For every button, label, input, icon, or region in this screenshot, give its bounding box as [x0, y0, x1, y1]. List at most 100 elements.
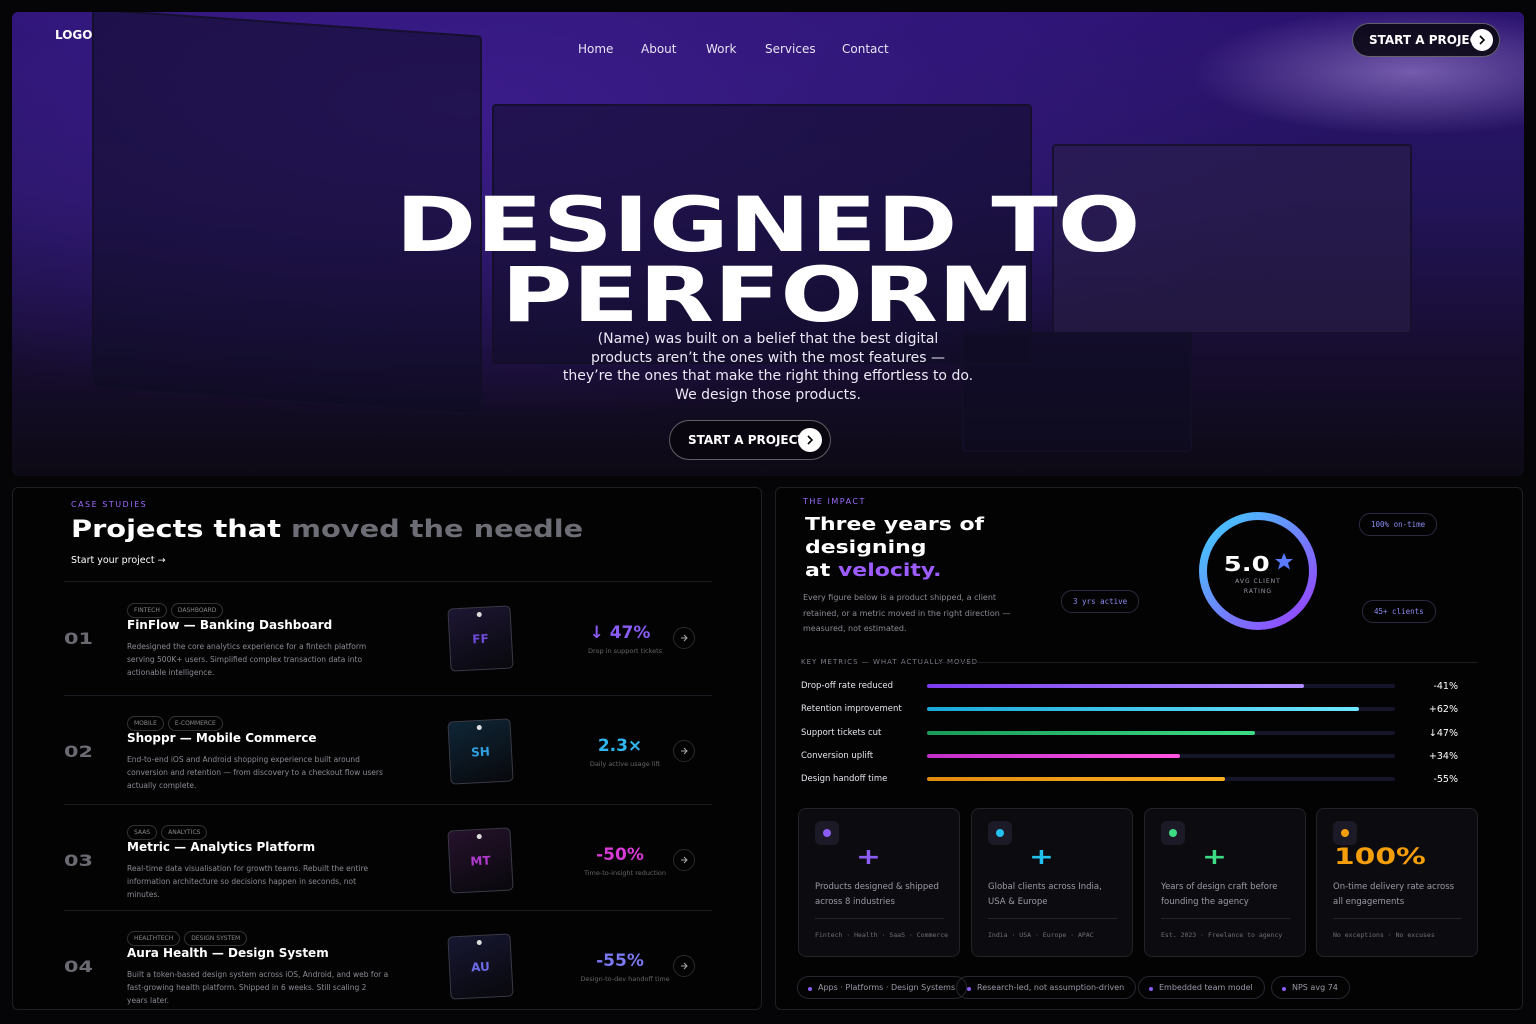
metric-bar	[927, 753, 1180, 758]
metric-label: Drop-off rate reduced	[801, 681, 894, 691]
tags: HEALTHTECH DESIGN SYSTEM	[127, 925, 251, 946]
stat-icon	[1333, 821, 1357, 845]
pill: Embedded team model	[1138, 976, 1265, 999]
stat-description: Global clients across India, USA & Europ…	[988, 882, 1102, 907]
stat-icon	[988, 821, 1012, 845]
project-number: 02	[64, 742, 93, 761]
deco-monitor	[492, 104, 1032, 364]
logo[interactable]: LOGO	[55, 28, 93, 42]
nav-link[interactable]: About	[641, 42, 677, 56]
metric-value: +34%	[1428, 750, 1458, 762]
metric-track	[927, 753, 1395, 758]
rating-caption: AVG CLIENT RATING	[1235, 578, 1281, 595]
project-name[interactable]: FinFlow — Banking Dashboard	[127, 618, 333, 632]
project-arrow[interactable]	[673, 955, 695, 977]
tag: SAAS	[127, 825, 158, 840]
arrow-icon	[681, 962, 688, 970]
project-name[interactable]: Aura Health — Design System	[127, 946, 329, 960]
tag: MOBILE	[127, 716, 164, 731]
project-metric: -50%	[596, 845, 644, 865]
hero: LOGO Home About Work Services Contact START …	[12, 12, 1524, 476]
icon-dot	[1169, 829, 1177, 837]
metric-value: -55%	[1433, 774, 1458, 786]
project-arrow[interactable]	[673, 740, 695, 762]
project-thumb: MT	[447, 827, 514, 894]
hero-body-line: they’re the ones that make the right thi…	[562, 368, 974, 384]
project-thumb: FF	[447, 605, 514, 672]
tag: DASHBOARD	[170, 603, 224, 618]
stat-description: On-time delivery rate across all engagem…	[1333, 882, 1455, 907]
badge: 100% on-time	[1359, 513, 1438, 536]
stat-value: +	[1029, 845, 1054, 870]
hero-cta[interactable]: START A PROJECT	[669, 420, 831, 460]
stat-description: Products designed & shipped across 8 ind…	[815, 882, 939, 907]
stat-footer: No exceptions · No excuses	[1333, 931, 1435, 939]
project-number: 04	[64, 957, 93, 976]
metric-track	[927, 707, 1395, 712]
icon-dot	[1341, 829, 1349, 837]
tag: HEALTHTECH	[127, 931, 181, 946]
hero-body-line: (Name) was built on a belief that the be…	[597, 331, 939, 347]
nav-link[interactable]: Home	[578, 42, 614, 56]
metric-track	[927, 684, 1395, 688]
divider	[988, 918, 1117, 919]
tags: SAAS ANALYTICS	[127, 819, 211, 840]
cta-button[interactable]: START A PROJECT	[1352, 23, 1500, 57]
project-thumb: AU	[447, 933, 514, 1000]
tags: MOBILE E-COMMERCE	[127, 710, 227, 731]
title-line: at	[805, 560, 831, 581]
divider	[815, 918, 944, 919]
project-name[interactable]: Shoppr — Mobile Commerce	[127, 731, 317, 745]
stat-footer: Est. 2023 · Freelance to agency	[1161, 931, 1283, 939]
hero-title-line: DESIGNED TO	[395, 180, 1141, 269]
metric-label: Conversion uplift	[801, 750, 874, 761]
eyebrow: THE IMPACT	[803, 497, 866, 506]
metric-value: ↓47%	[1428, 727, 1458, 739]
metric-label: Support tickets cut	[801, 727, 882, 738]
divider	[1161, 918, 1290, 919]
stat-footer: India · USA · Europe · APAC	[988, 931, 1094, 939]
icon-dot	[823, 829, 831, 837]
arrow-icon	[681, 856, 688, 864]
metric-value: +62%	[1428, 704, 1458, 716]
metric-label: Retention improvement	[801, 704, 902, 715]
badge: 3 yrs active	[1061, 590, 1140, 613]
cta-label: START A PROJECT	[688, 433, 806, 447]
divider	[64, 910, 712, 911]
project-metric: ↓ 47%	[589, 623, 651, 643]
stat-value: +	[856, 845, 881, 870]
metric-caption: Design-to-dev handoff time	[580, 975, 670, 983]
stat-value: +	[1202, 845, 1227, 870]
project-description: Built a token-based design system across…	[127, 970, 389, 1005]
stat-value: 100%	[1334, 845, 1426, 870]
metric-track	[927, 730, 1395, 735]
title-line: Three years of	[805, 514, 985, 535]
stat-description: Years of design craft before founding th…	[1161, 882, 1278, 907]
metric-bar	[927, 684, 1304, 688]
metric-track	[927, 777, 1395, 782]
project-description: Real-time data visualisation for growth …	[127, 864, 369, 899]
rating-ring	[1199, 512, 1317, 630]
tag: E-COMMERCE	[167, 716, 223, 731]
link[interactable]: Start your project →	[71, 555, 166, 566]
hero-body-line: We design those products.	[675, 386, 861, 403]
title-accent: velocity.	[837, 560, 942, 581]
nav-link[interactable]: Services	[765, 42, 816, 56]
deco-laptop	[962, 332, 1192, 452]
project-arrow[interactable]	[673, 627, 695, 649]
metric-bar	[927, 707, 1359, 712]
arrow-icon	[681, 634, 688, 642]
project-description: End-to-end iOS and Android shopping expe…	[127, 755, 383, 790]
hero-body: (Name) was built on a belief that the be…	[12, 330, 1524, 404]
deco-monitor	[1052, 144, 1412, 334]
badge: 45+ clients	[1362, 600, 1436, 623]
divider	[64, 581, 712, 582]
eyebrow: CASE STUDIES	[71, 500, 148, 509]
project-description: Redesigned the core analytics experience…	[127, 642, 367, 677]
nav-link[interactable]: Work	[706, 42, 737, 56]
nav-link[interactable]: Contact	[842, 42, 889, 56]
project-arrow[interactable]	[673, 849, 695, 871]
stat-footer: Fintech · Health · SaaS · Commerce	[815, 931, 949, 939]
project-name[interactable]: Metric — Analytics Platform	[127, 840, 316, 854]
